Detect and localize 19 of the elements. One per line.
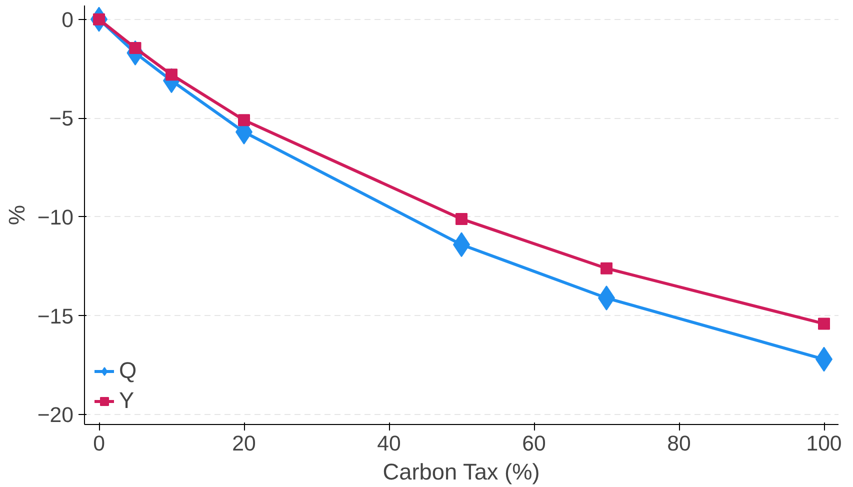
point xyxy=(456,212,468,225)
x-tick-label: 40 xyxy=(377,432,401,456)
x-tick-label: 80 xyxy=(667,432,691,456)
point xyxy=(238,114,250,126)
y-tick-label: −20 xyxy=(37,403,74,428)
x-axis-title: Carbon Tax (%) xyxy=(382,458,540,484)
point xyxy=(818,318,830,330)
y-tick-label: −15 xyxy=(37,304,74,328)
x-tick-label: 60 xyxy=(522,432,546,456)
y-tick-label: −10 xyxy=(37,205,74,230)
legend-label: Y xyxy=(119,387,136,414)
point xyxy=(600,262,612,274)
x-tick-label: 100 xyxy=(806,432,842,456)
y-axis-title: % xyxy=(3,204,30,226)
x-tick-label: 20 xyxy=(232,432,256,456)
y-tick-label: 0 xyxy=(62,8,74,32)
y-tick-label: −5 xyxy=(49,106,74,131)
x-tick-label: 0 xyxy=(93,432,106,456)
legend-label: Q xyxy=(119,357,138,384)
